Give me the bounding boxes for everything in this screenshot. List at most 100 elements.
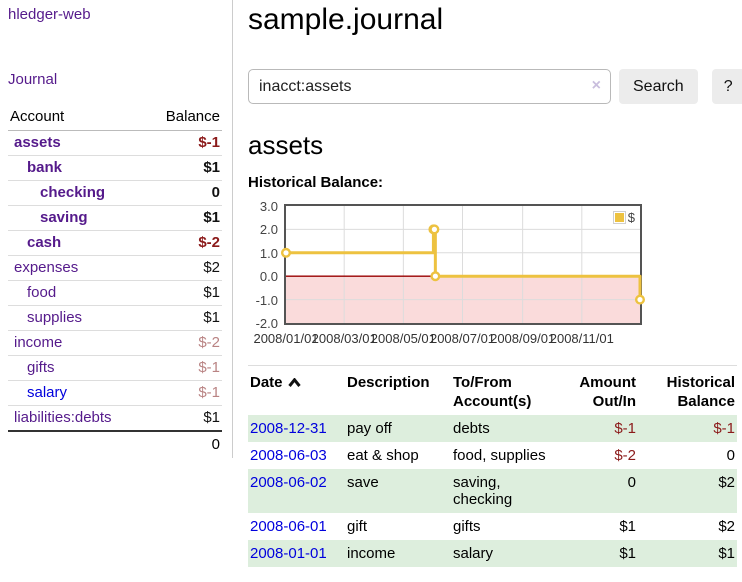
account-link[interactable]: gifts: [27, 359, 55, 376]
account-row: gifts $-1: [8, 355, 222, 381]
account-row: salary $-1: [8, 380, 222, 406]
account-link[interactable]: assets: [14, 134, 61, 151]
transaction-date-link[interactable]: 2008-06-03: [250, 447, 327, 464]
x-axis-tick-label: 2008/03/01: [311, 331, 377, 346]
account-row: saving $1: [8, 205, 222, 231]
x-axis-tick-label: 2008/05/01: [370, 331, 436, 346]
transaction-description: income: [345, 540, 451, 567]
account-link[interactable]: saving: [40, 209, 88, 226]
y-axis-tick-label: 2.0: [259, 222, 278, 238]
accounts-table: Account Balance assets $-1 bank $1 checking 0…: [8, 104, 222, 458]
account-link[interactable]: supplies: [27, 309, 83, 326]
account-balance: $2: [145, 255, 222, 281]
x-axis-tick-label: 2008/01/01: [253, 331, 319, 346]
account-link[interactable]: food: [27, 284, 57, 301]
account-link[interactable]: liabilities:debts: [14, 409, 112, 426]
account-balance: $-2: [145, 230, 222, 256]
account-link[interactable]: salary: [27, 384, 68, 401]
chart-plot-area: $: [281, 204, 646, 325]
account-row: assets $-1: [8, 131, 222, 156]
transaction-accounts: saving, checking: [451, 469, 561, 513]
transaction-description: pay off: [345, 415, 451, 442]
accounts-table-header-row: Account Balance: [8, 104, 222, 131]
chart-legend: $: [610, 209, 637, 226]
transaction-description: eat & shop: [347, 447, 419, 464]
brand-link[interactable]: hledger-web: [8, 6, 91, 23]
transaction-date-link[interactable]: 2008-12-31: [250, 420, 327, 437]
y-axis-tick-label: 0.0: [259, 269, 278, 285]
transaction-amount: $-2: [614, 447, 636, 464]
account-balance: $-1: [145, 355, 222, 381]
account-table-body: assets $-1 bank $1 checking 0 saving $1 cash $-2 e…: [8, 131, 222, 431]
date-column-header[interactable]: Date: [248, 366, 345, 416]
account-balance: $1: [145, 205, 222, 231]
register-table-body: 2008-12-31 pay off debts $-1 $-1 2008-06-03 ea…: [248, 415, 737, 567]
page-title: sample.journal: [248, 3, 444, 36]
clear-search-icon[interactable]: ×: [591, 77, 601, 94]
account-row: bank $1: [8, 155, 222, 181]
transaction-date-link[interactable]: 2008-06-02: [250, 474, 327, 491]
search-input[interactable]: [248, 69, 611, 104]
account-row: checking 0: [8, 180, 222, 206]
y-axis-tick-label: 3.0: [259, 199, 278, 214]
register-table: Date Description To/From Account(s) Amoun…: [248, 365, 737, 567]
chart-x-axis: 2008/01/01 2008/03/01 2008/05/01 2008/07/01…: [248, 331, 738, 349]
amount-column-header: Amount Out/In: [579, 374, 636, 410]
account-balance: $-1: [198, 134, 220, 151]
transaction-accounts: debts: [451, 415, 561, 442]
y-axis-tick-label: -2.0: [255, 316, 278, 331]
register-row: 2008-01-01 income salary $1 $1: [248, 540, 737, 567]
legend-color-swatch: [612, 211, 626, 224]
account-balance: $-1: [145, 380, 222, 406]
account-link[interactable]: expenses: [14, 259, 79, 276]
transaction-amount: 0: [561, 469, 638, 513]
chart-heading: Historical Balance:: [248, 174, 384, 191]
account-link[interactable]: income: [14, 334, 63, 351]
transaction-amount: $1: [561, 540, 638, 567]
transaction-balance: $2: [718, 518, 735, 535]
register-row: 2008-06-01 gift gifts $1 $2: [248, 513, 737, 540]
account-link[interactable]: cash: [27, 234, 62, 251]
sidebar-item-journal[interactable]: Journal: [8, 71, 58, 88]
account-balance: $1: [145, 155, 222, 181]
balance-column-header-register: Historical Balance: [666, 374, 735, 410]
balance-column-header: Balance: [145, 104, 222, 131]
account-row: supplies $1: [8, 305, 222, 331]
account-balance: $-2: [145, 330, 222, 356]
transaction-description: save: [345, 469, 451, 513]
transaction-balance: $1: [638, 540, 737, 567]
accounts-total-row: 0: [8, 430, 222, 458]
x-axis-tick-label: 2008/09/01: [490, 331, 556, 346]
transaction-date-link[interactable]: 2008-01-01: [250, 545, 327, 562]
account-link[interactable]: bank: [27, 159, 63, 176]
legend-series-label: $: [627, 210, 635, 225]
x-axis-tick-label: 2008/07/01: [429, 331, 496, 346]
account-balance: $1: [145, 280, 222, 306]
transaction-balance: 0: [726, 447, 735, 464]
account-link[interactable]: checking: [40, 184, 106, 201]
y-axis-tick-label: 1.0: [259, 245, 278, 261]
sort-ascending-icon: [287, 373, 301, 392]
search-form: × Search ?: [248, 69, 742, 104]
help-button[interactable]: ?: [711, 69, 742, 104]
x-axis-tick-label: 2008/11/01: [549, 331, 614, 346]
description-column-header: Description: [347, 374, 430, 391]
transaction-accounts: gifts: [453, 518, 481, 535]
chart-plot-svg: [281, 206, 646, 323]
main-content: sample.journal × Search ? assets Histori…: [248, 0, 742, 567]
transaction-amount: $1: [619, 518, 636, 535]
account-balance: $1: [145, 305, 222, 331]
accounts-column-header: To/From Account(s): [453, 374, 532, 410]
account-column-header: Account: [8, 104, 146, 131]
historical-balance-chart: 3.0 2.0 1.0 0.0 -1.0 -2.0 $ 2008/01/01 2008/03…: [248, 199, 738, 350]
account-row: income $-2: [8, 330, 222, 356]
search-input-wrapper: ×: [248, 69, 611, 104]
register-row: 2008-12-31 pay off debts $-1 $-1: [248, 415, 737, 442]
account-heading: assets: [248, 130, 324, 160]
account-row: expenses $2: [8, 255, 222, 281]
account-balance: 0: [145, 180, 222, 206]
search-button[interactable]: Search: [619, 69, 698, 104]
transaction-amount: $-1: [561, 415, 638, 442]
transaction-date-link[interactable]: 2008-06-01: [250, 518, 327, 535]
